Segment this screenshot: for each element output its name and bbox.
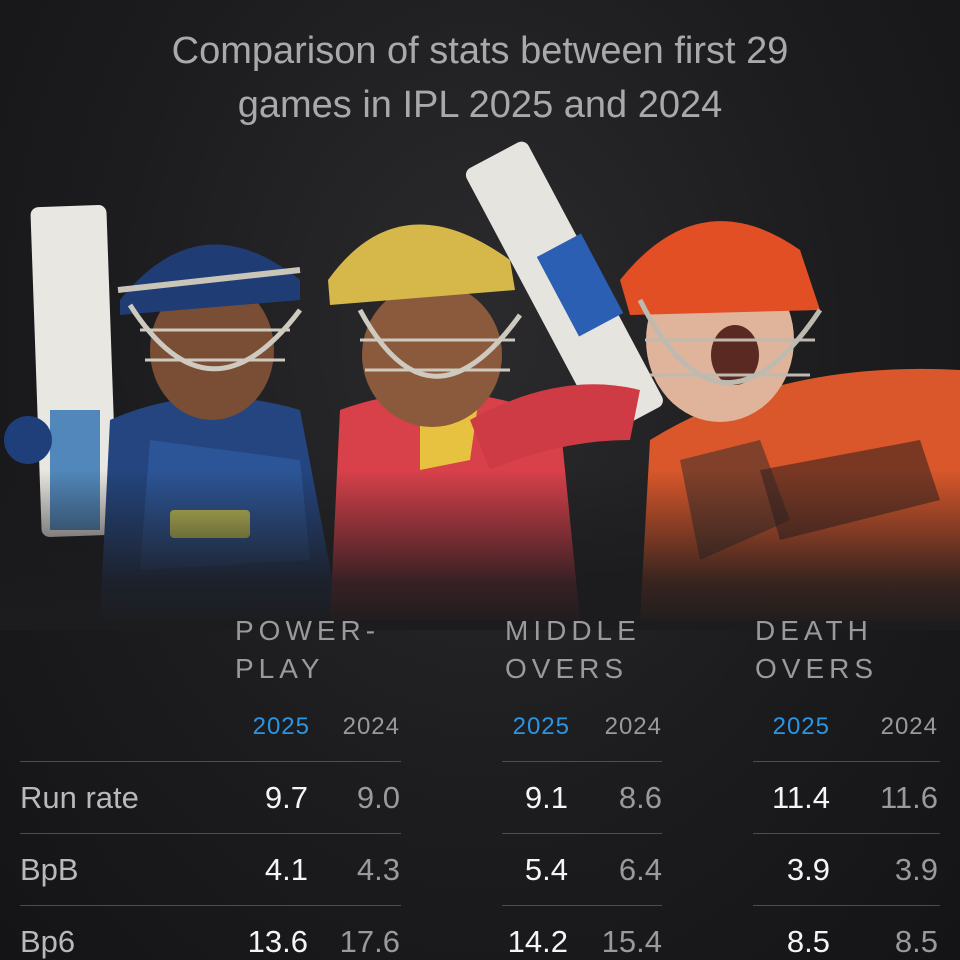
group-header-powerplay: POWER- PLAY: [235, 612, 380, 688]
row-divider: [502, 833, 662, 834]
value-cell: 14.2: [507, 924, 568, 959]
value-cell: 9.0: [356, 780, 400, 815]
chart-title: Comparison of stats between first 29 gam…: [0, 24, 960, 132]
value-cell: 17.6: [339, 924, 400, 959]
row-divider: [753, 761, 940, 762]
value-cell: 11.4: [771, 780, 830, 815]
group-header-line: MIDDLE: [505, 615, 641, 646]
value-cell: 8.6: [618, 780, 662, 815]
value-cell: 4.1: [264, 852, 308, 887]
group-header-line: DEATH: [755, 615, 873, 646]
row-divider: [753, 905, 940, 906]
row-label-run-rate: Run rate: [20, 780, 139, 815]
year-2024-powerplay: 2024: [342, 713, 400, 740]
value-cell: 3.9: [786, 852, 830, 887]
image-fade: [0, 470, 960, 630]
year-2024-middle: 2024: [604, 713, 662, 740]
value-cell: 15.4: [601, 924, 662, 959]
group-header-death-overs: DEATH OVERS: [755, 612, 878, 688]
group-header-line: PLAY: [235, 653, 325, 684]
value-cell: 11.6: [879, 780, 938, 815]
row-divider: [20, 905, 401, 906]
row-divider: [502, 905, 662, 906]
value-cell: 5.4: [524, 852, 568, 887]
group-header-middle-overs: MIDDLE OVERS: [505, 612, 641, 688]
value-cell: 8.5: [786, 924, 830, 959]
year-2025-death: 2025: [772, 713, 830, 740]
value-cell: 3.9: [894, 852, 938, 887]
row-divider: [753, 833, 940, 834]
row-divider: [20, 761, 401, 762]
title-line-2: games in IPL 2025 and 2024: [237, 84, 723, 126]
value-cell: 9.7: [264, 780, 308, 815]
row-divider: [502, 761, 662, 762]
year-2025-middle: 2025: [512, 713, 570, 740]
value-cell: 4.3: [356, 852, 400, 887]
row-label-bp6: Bp6: [20, 924, 76, 959]
value-cell: 6.4: [618, 852, 662, 887]
value-cell: 13.6: [247, 924, 308, 959]
group-header-line: OVERS: [505, 653, 629, 684]
group-header-line: POWER-: [235, 615, 381, 646]
row-divider: [20, 833, 401, 834]
year-2024-death: 2024: [880, 713, 938, 740]
row-label-bpb: BpB: [20, 852, 79, 887]
title-line-1: Comparison of stats between first 29: [171, 30, 789, 72]
value-cell: 8.5: [894, 924, 938, 959]
value-cell: 9.1: [524, 780, 568, 815]
group-header-line: OVERS: [755, 653, 879, 684]
year-2025-powerplay: 2025: [252, 713, 310, 740]
